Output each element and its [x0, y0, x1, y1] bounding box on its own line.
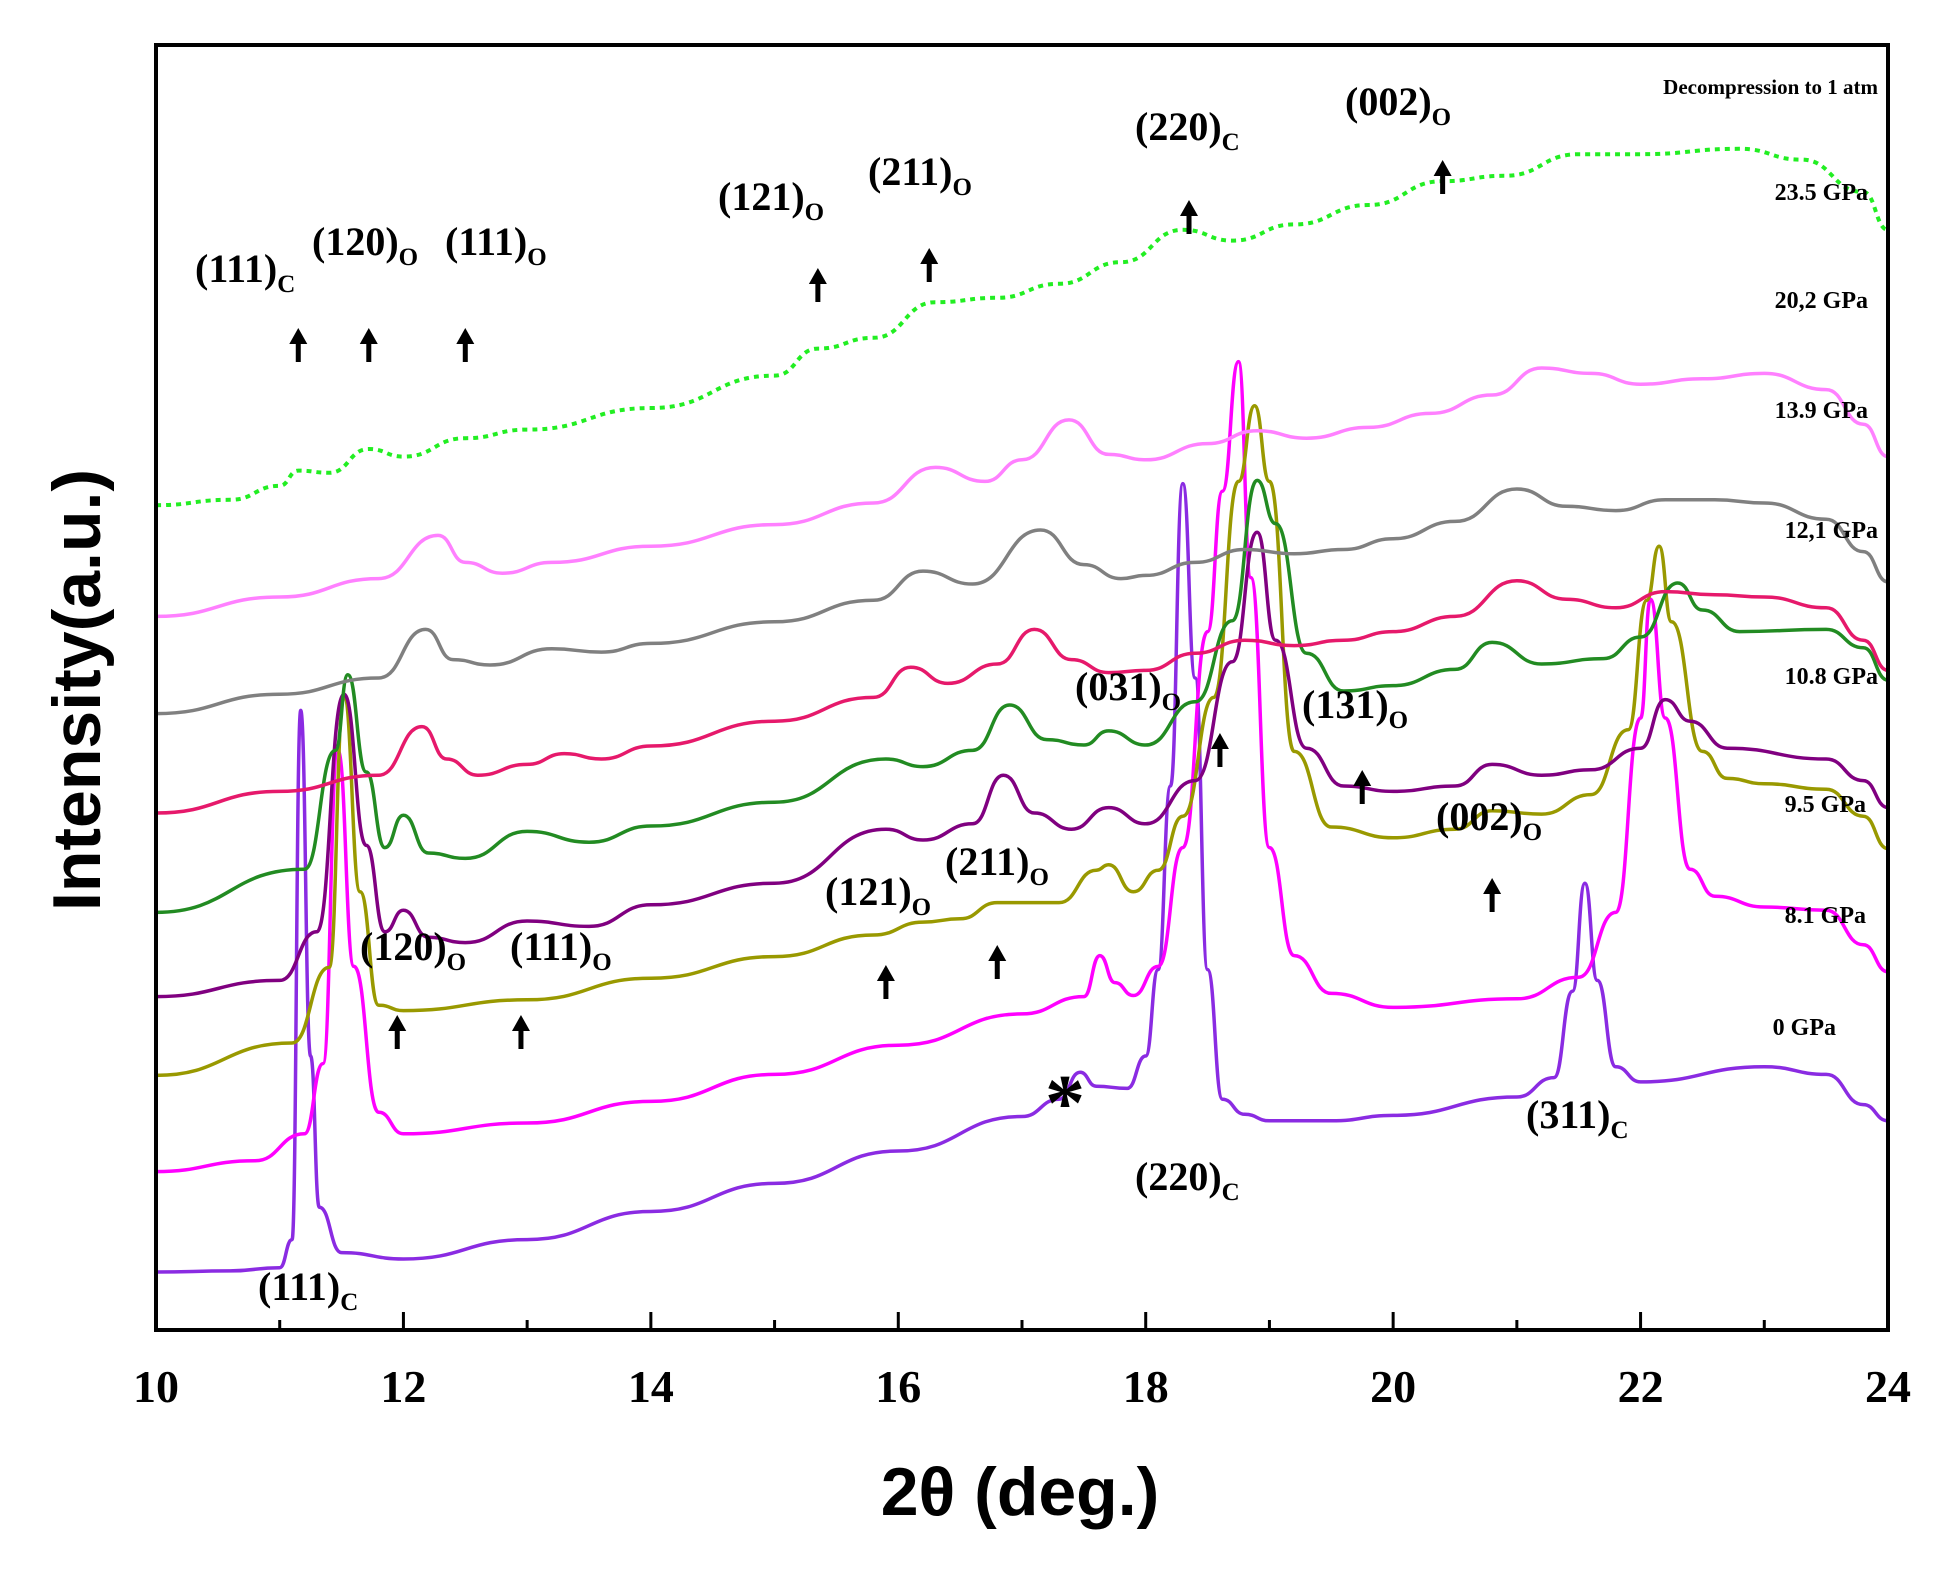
x-tick-label: 22 — [1618, 1361, 1664, 1412]
series-line — [155, 359, 1889, 1174]
x-axis-title: 2θ (deg.) — [881, 1454, 1160, 1530]
peak-arrow — [388, 1015, 407, 1049]
x-tick-label: 24 — [1865, 1361, 1911, 1412]
arrow-layer — [289, 160, 1502, 1049]
peak-label: (211)O — [945, 839, 1049, 891]
peak-arrow — [808, 268, 827, 302]
peak-label: (031)O — [1075, 664, 1181, 716]
peak-label: (111)O — [510, 924, 612, 976]
peak-arrow — [359, 328, 378, 362]
x-tick-label: 12 — [380, 1361, 426, 1412]
peak-label: (120)O — [312, 219, 418, 271]
series-line — [155, 530, 1889, 999]
peak-arrow — [876, 965, 895, 999]
peak-label: (111)C — [195, 246, 295, 298]
label-12-1-gpa: 12,1 GPa — [1785, 518, 1878, 544]
peak-label: (211)O — [868, 149, 972, 201]
label-13-9-gpa: 13.9 GPa — [1775, 398, 1868, 424]
series-line — [155, 146, 1889, 508]
peak-arrow — [1483, 878, 1502, 912]
series-line — [155, 487, 1889, 716]
label-20-2-gpa: 20,2 GPa — [1775, 288, 1868, 314]
series-line — [155, 404, 1889, 1078]
impurity-marker: * — [1045, 1060, 1085, 1148]
series-line — [155, 481, 1889, 1274]
x-tick-label: 18 — [1123, 1361, 1169, 1412]
peak-label: (111)O — [445, 219, 547, 271]
peak-label: (120)O — [360, 924, 466, 976]
y-axis-title: Intensity(a.u.) — [39, 469, 115, 911]
peak-arrow — [1353, 770, 1372, 804]
peak-label: (002)O — [1436, 794, 1542, 846]
x-tick-label: 10 — [133, 1361, 179, 1412]
x-axis-ticks: 10 12 14 16 18 20 22 24 — [133, 1312, 1911, 1412]
peak-label: (002)O — [1345, 79, 1451, 131]
series-line — [155, 478, 1889, 915]
peak-label: (220)C — [1135, 1154, 1240, 1206]
series-line — [155, 366, 1889, 619]
peak-arrow — [988, 945, 1007, 979]
x-tick-label: 14 — [628, 1361, 674, 1412]
series-line — [155, 579, 1889, 815]
x-tick-label: 20 — [1370, 1361, 1416, 1412]
series-layer — [155, 146, 1889, 1274]
peak-arrow — [511, 1015, 530, 1049]
peak-arrow — [1433, 160, 1452, 194]
x-tick-label: 16 — [875, 1361, 921, 1412]
peak-arrow — [1180, 200, 1199, 234]
peak-label: (220)C — [1135, 104, 1240, 156]
label-9-5-gpa: 9.5 GPa — [1785, 792, 1866, 818]
peak-label: (111)C — [258, 1264, 358, 1316]
label-decompression: Decompression to 1 atm — [1663, 75, 1878, 99]
label-8-1-gpa: 8.1 GPa — [1785, 903, 1866, 929]
peak-arrow — [920, 248, 939, 282]
peak-arrow — [289, 328, 308, 362]
label-0-gpa: 0 GPa — [1773, 1015, 1836, 1041]
peak-arrow — [1210, 733, 1229, 767]
peak-label: (131)O — [1302, 682, 1408, 734]
label-23-5-gpa: 23.5 GPa — [1775, 180, 1868, 206]
peak-label: (121)O — [718, 174, 824, 226]
peak-label: (311)C — [1526, 1092, 1629, 1144]
peak-label: (121)O — [825, 869, 931, 921]
label-10-8-gpa: 10.8 GPa — [1785, 664, 1878, 690]
peak-arrow — [456, 328, 475, 362]
